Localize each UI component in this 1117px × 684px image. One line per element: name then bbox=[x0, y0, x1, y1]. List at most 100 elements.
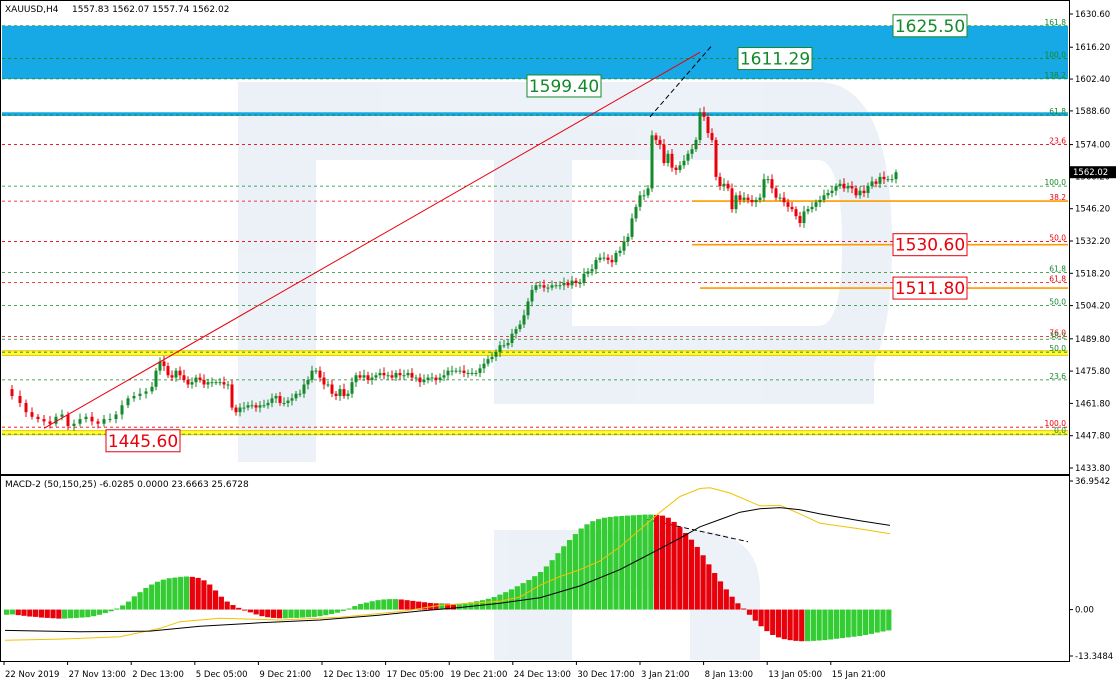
price-label-text: 1530.60 bbox=[895, 236, 965, 256]
macd-histogram-bar bbox=[207, 584, 213, 610]
zone-band bbox=[2, 25, 1068, 80]
macd-histogram-bar bbox=[317, 609, 323, 617]
candle-body bbox=[258, 405, 262, 408]
candle-body bbox=[562, 282, 566, 286]
candle-body bbox=[202, 379, 206, 385]
candle-body bbox=[702, 112, 706, 117]
candle-body bbox=[886, 179, 890, 181]
macd-histogram-bar bbox=[265, 609, 271, 618]
macd-histogram-bar bbox=[334, 609, 341, 613]
candle-body bbox=[534, 285, 538, 290]
candle-body bbox=[18, 396, 22, 403]
macd-histogram-bar bbox=[543, 566, 549, 610]
zone-band bbox=[2, 430, 1068, 435]
macd-histogram-bar bbox=[300, 609, 306, 618]
fibo-label: 61.8 bbox=[1049, 107, 1066, 116]
macd-histogram-bar bbox=[572, 534, 578, 610]
candle-body bbox=[66, 414, 70, 427]
candle-body bbox=[486, 359, 490, 364]
time-tick-label: 19 Dec 21:00 bbox=[450, 670, 507, 680]
macd-histogram-bar bbox=[96, 609, 103, 615]
macd-histogram-bar bbox=[149, 584, 155, 610]
time-tick-label: 3 Jan 21:00 bbox=[641, 670, 689, 680]
macd-histogram-bar bbox=[236, 607, 242, 610]
candle-body bbox=[462, 370, 466, 373]
macd-histogram-bar bbox=[671, 521, 677, 610]
time-tick-label: 22 Nov 2019 bbox=[5, 670, 59, 680]
candle-body bbox=[386, 375, 390, 377]
candle-body bbox=[882, 176, 886, 180]
macd-histogram-bar bbox=[137, 592, 143, 610]
macd-histogram-bar bbox=[404, 600, 410, 610]
candle-body bbox=[346, 393, 350, 397]
time-tick-label: 2 Dec 13:00 bbox=[132, 670, 184, 680]
candle-body bbox=[490, 356, 494, 360]
price-label-box bbox=[892, 14, 968, 38]
price-level-label: 1445.60 bbox=[105, 429, 181, 453]
macd-histogram-bar bbox=[346, 608, 352, 610]
macd-histogram-bar bbox=[833, 609, 840, 639]
candle-body bbox=[662, 144, 666, 164]
macd-histogram-bar bbox=[874, 609, 880, 633]
candle-body bbox=[194, 377, 198, 383]
macd-histogram-bar bbox=[416, 601, 422, 610]
macd-histogram-bar bbox=[323, 609, 329, 616]
candle-body bbox=[96, 421, 100, 424]
candle-body bbox=[814, 202, 818, 207]
candle-body bbox=[678, 165, 682, 170]
price-tick-label: 1489.80 bbox=[1075, 335, 1110, 345]
macd-histogram-bar bbox=[764, 609, 770, 632]
macd-histogram-bar bbox=[654, 514, 660, 610]
candle-body bbox=[594, 259, 598, 270]
candle-body bbox=[186, 379, 190, 385]
macd-histogram-bar bbox=[282, 609, 288, 619]
price-tick-label: 1461.80 bbox=[1075, 399, 1110, 409]
candle-body bbox=[286, 400, 290, 403]
price-tick-label: 1518.20 bbox=[1075, 269, 1110, 279]
candle-body bbox=[274, 396, 278, 399]
price-label-text: 1445.60 bbox=[108, 432, 178, 452]
price-tick-label: 1602.40 bbox=[1075, 75, 1110, 85]
macd-histogram-bar bbox=[491, 597, 497, 610]
candle-body bbox=[862, 190, 866, 194]
candle-body bbox=[638, 195, 642, 207]
candle-body bbox=[542, 285, 546, 288]
candle-body bbox=[246, 405, 250, 408]
time-tick-label: 27 Nov 13:00 bbox=[69, 670, 126, 680]
macd-histogram-bar bbox=[131, 596, 137, 610]
candle-body bbox=[686, 153, 690, 161]
candle-body bbox=[198, 377, 202, 380]
candle-body bbox=[598, 257, 602, 260]
macd-histogram-bar bbox=[456, 603, 462, 610]
price-tick-label: 1475.80 bbox=[1075, 367, 1110, 377]
macd-histogram-bar bbox=[781, 609, 787, 640]
candle-body bbox=[794, 209, 798, 217]
macd-histogram-bar bbox=[67, 609, 74, 619]
macd-histogram-bar bbox=[636, 514, 642, 610]
macd-histogram-bar bbox=[4, 609, 10, 615]
macd-histogram-bar bbox=[9, 609, 16, 615]
candle-body bbox=[442, 375, 446, 378]
macd-histogram-bar bbox=[520, 583, 526, 610]
fibo-label: 161.8 bbox=[1045, 18, 1067, 27]
macd-histogram-bar bbox=[717, 581, 724, 610]
candle-body bbox=[314, 370, 318, 372]
macd-tick-label: 0.00 bbox=[1075, 606, 1094, 616]
candle-body bbox=[422, 379, 426, 383]
candle-body bbox=[330, 384, 334, 394]
price-tick-label: 1433.80 bbox=[1075, 464, 1110, 474]
macd-histogram-bar bbox=[625, 515, 631, 610]
candle-body bbox=[842, 183, 846, 189]
candle-body bbox=[614, 252, 618, 263]
price-level-label: 1599.40 bbox=[526, 74, 602, 98]
price-label-box bbox=[526, 74, 602, 98]
candle-body bbox=[838, 183, 842, 187]
candle-body bbox=[36, 416, 40, 420]
candle-body bbox=[478, 368, 482, 373]
candle-body bbox=[602, 257, 606, 259]
macd-histogram-bar bbox=[427, 602, 433, 610]
fibo-label: 38.2 bbox=[1049, 193, 1066, 202]
candle-body bbox=[762, 179, 766, 198]
macd-histogram-bar bbox=[195, 577, 201, 610]
